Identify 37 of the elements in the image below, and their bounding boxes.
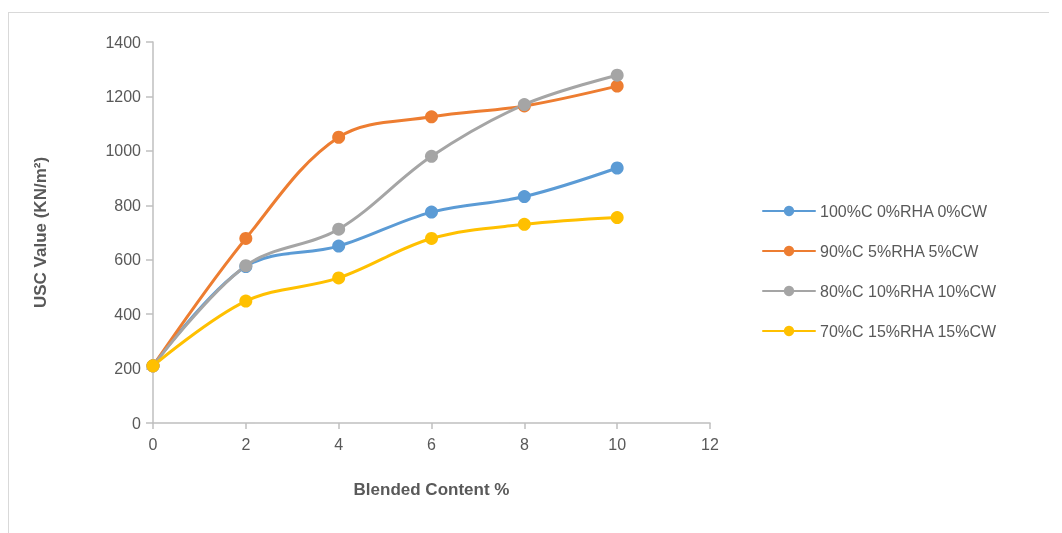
- y-tick-label: 600: [114, 251, 142, 269]
- x-tick-label: 6: [427, 435, 437, 453]
- legend-label: 90%C 5%RHA 5%CW: [820, 242, 980, 260]
- legend-label: 70%C 15%RHA 15%CW: [820, 322, 997, 340]
- point: [517, 217, 531, 231]
- point: [425, 110, 438, 124]
- y-tick-label: 1000: [105, 142, 142, 160]
- y-tick-label: 400: [114, 305, 142, 323]
- y-tick-label: 1400: [105, 33, 142, 51]
- point: [332, 130, 346, 144]
- point: [610, 211, 624, 225]
- x-tick-label: 12: [701, 435, 719, 453]
- x-tick-label: 2: [241, 435, 251, 453]
- legend-label: 100%C 0%RHA 0%CW: [820, 202, 989, 220]
- x-tick-label: 10: [608, 435, 627, 453]
- x-tick-label: 0: [148, 435, 158, 453]
- y-axis-title: USC Value (KN/m²): [31, 156, 50, 309]
- point: [425, 149, 438, 163]
- legend-label: 80%C 10%RHA 10%CW: [820, 282, 997, 300]
- x-tick-label: 8: [519, 435, 529, 453]
- point: [239, 294, 253, 308]
- point: [239, 231, 253, 245]
- y-tick-label: 1200: [105, 87, 142, 105]
- x-tick-label: 4: [334, 435, 344, 453]
- point: [425, 205, 438, 219]
- point: [332, 239, 346, 253]
- point: [517, 190, 531, 204]
- point: [425, 231, 438, 245]
- x-axis-title: Blended Content %: [353, 480, 510, 499]
- point: [610, 68, 624, 82]
- point: [332, 222, 346, 236]
- y-tick-label: 800: [114, 196, 142, 214]
- y-tick-label: 0: [132, 414, 142, 432]
- point: [610, 79, 624, 93]
- point: [332, 271, 346, 285]
- y-tick-label: 200: [114, 360, 142, 378]
- point: [610, 161, 624, 175]
